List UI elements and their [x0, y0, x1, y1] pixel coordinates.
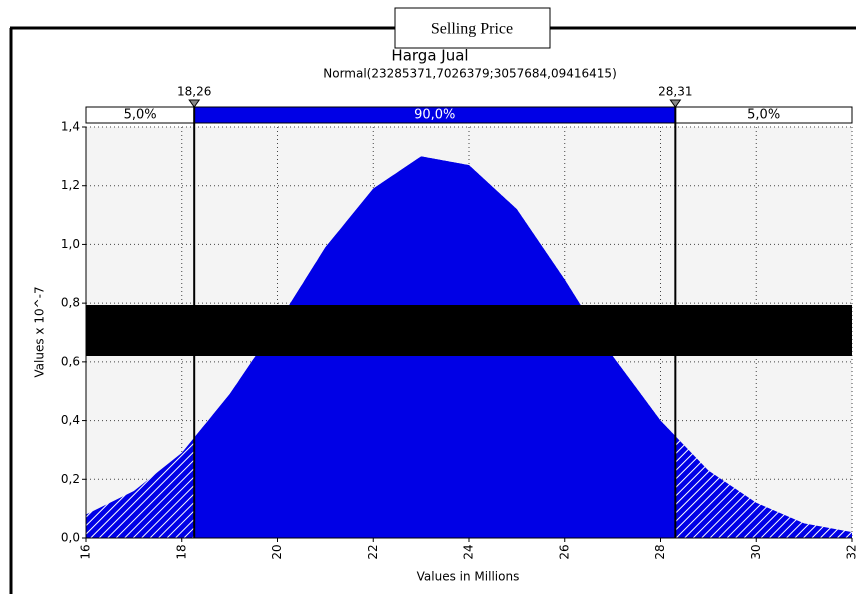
- y-tick-label: 1,4: [61, 120, 80, 134]
- delimiter-label: 28,31: [658, 85, 692, 99]
- chart-title: Harga Jual: [391, 47, 468, 65]
- chart-subtitle: Normal(23285371,7026379;3057684,09416415…: [323, 67, 617, 81]
- y-tick-label: 1,2: [61, 178, 80, 192]
- y-axis-label: Values x 10^-7: [33, 286, 47, 377]
- y-tick-label: 0,2: [61, 472, 80, 486]
- x-tick-label: 20: [270, 544, 284, 559]
- x-tick-label: 18: [174, 544, 188, 559]
- band-label: 5,0%: [124, 108, 157, 123]
- y-tick-label: 0,8: [61, 296, 80, 310]
- x-tick-label: 16: [79, 544, 93, 559]
- y-tick-label: 0,0: [61, 531, 80, 545]
- delimiter-label: 18,26: [177, 85, 211, 99]
- y-tick-label: 0,4: [61, 413, 80, 427]
- x-tick-label: 26: [557, 544, 571, 559]
- x-tick-label: 30: [749, 544, 763, 559]
- y-tick-label: 1,0: [61, 237, 80, 251]
- band-label: 5,0%: [747, 108, 780, 123]
- redaction: [86, 305, 852, 356]
- x-axis-label: Values in Millions: [417, 570, 520, 584]
- x-tick-label: 32: [845, 544, 856, 559]
- delimiter-handle: [189, 100, 199, 107]
- x-tick-label: 24: [462, 544, 476, 559]
- delimiter-handle: [670, 100, 680, 107]
- y-tick-label: 0,6: [61, 354, 80, 368]
- overlay-label: Selling Price: [431, 21, 513, 38]
- x-tick-label: 22: [366, 544, 380, 559]
- x-tick-label: 28: [653, 544, 667, 559]
- band-label: 90,0%: [414, 108, 455, 123]
